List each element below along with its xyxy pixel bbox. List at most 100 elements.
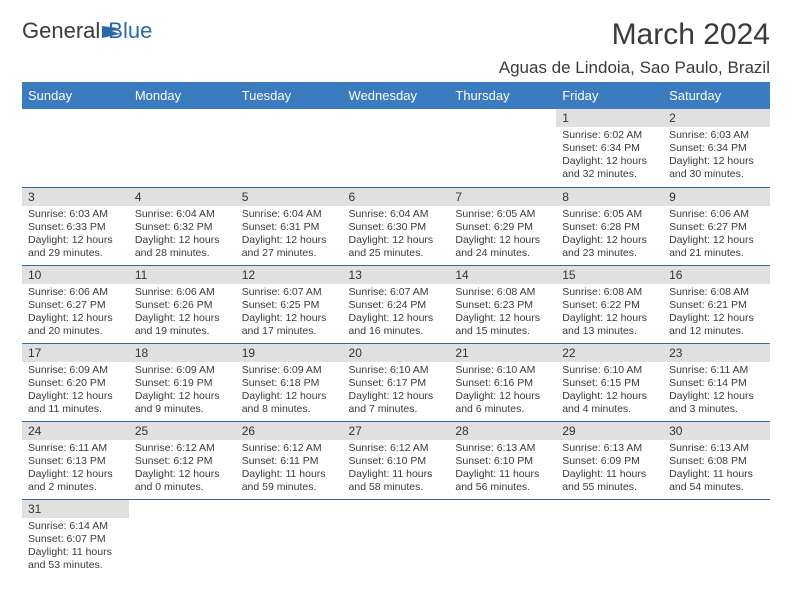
day-number: 17 (22, 344, 129, 362)
calendar-cell: 1Sunrise: 6:02 AMSunset: 6:34 PMDaylight… (556, 109, 663, 187)
day-detail-line: Sunrise: 6:14 AM (28, 520, 123, 533)
day-detail-line: Sunrise: 6:05 AM (455, 208, 550, 221)
calendar-cell: 4Sunrise: 6:04 AMSunset: 6:32 PMDaylight… (129, 187, 236, 265)
page-header: General Blue March 2024 Aguas de Lindoia… (0, 0, 792, 82)
day-number: 7 (449, 188, 556, 206)
calendar-cell (556, 499, 663, 577)
day-detail-line: Sunrise: 6:11 AM (669, 364, 764, 377)
day-detail-line: and 0 minutes. (135, 481, 230, 494)
day-number: 19 (236, 344, 343, 362)
day-detail-line: Daylight: 12 hours (135, 390, 230, 403)
day-detail-line: Sunrise: 6:08 AM (455, 286, 550, 299)
day-details: Sunrise: 6:11 AMSunset: 6:14 PMDaylight:… (663, 362, 770, 420)
day-details: Sunrise: 6:06 AMSunset: 6:27 PMDaylight:… (663, 206, 770, 264)
logo: General Blue (22, 18, 152, 44)
day-detail-line: Sunrise: 6:12 AM (242, 442, 337, 455)
day-detail-line: Daylight: 12 hours (135, 312, 230, 325)
day-detail-line: and 9 minutes. (135, 403, 230, 416)
day-detail-line: Daylight: 12 hours (562, 234, 657, 247)
day-detail-line: Daylight: 12 hours (349, 312, 444, 325)
calendar-cell: 23Sunrise: 6:11 AMSunset: 6:14 PMDayligh… (663, 343, 770, 421)
day-details: Sunrise: 6:05 AMSunset: 6:29 PMDaylight:… (449, 206, 556, 264)
day-detail-line: Sunrise: 6:10 AM (455, 364, 550, 377)
calendar-row: 24Sunrise: 6:11 AMSunset: 6:13 PMDayligh… (22, 421, 770, 499)
day-detail-line: Sunset: 6:07 PM (28, 533, 123, 546)
calendar-table: Sunday Monday Tuesday Wednesday Thursday… (22, 82, 770, 577)
calendar-cell: 18Sunrise: 6:09 AMSunset: 6:19 PMDayligh… (129, 343, 236, 421)
day-details: Sunrise: 6:07 AMSunset: 6:24 PMDaylight:… (343, 284, 450, 342)
day-detail-line: Sunrise: 6:12 AM (349, 442, 444, 455)
calendar-cell: 24Sunrise: 6:11 AMSunset: 6:13 PMDayligh… (22, 421, 129, 499)
day-number: 30 (663, 422, 770, 440)
day-detail-line: and 23 minutes. (562, 247, 657, 260)
day-detail-line: Daylight: 12 hours (28, 312, 123, 325)
day-details: Sunrise: 6:03 AMSunset: 6:34 PMDaylight:… (663, 127, 770, 185)
calendar-cell: 14Sunrise: 6:08 AMSunset: 6:23 PMDayligh… (449, 265, 556, 343)
weekday-header: Friday (556, 82, 663, 109)
title-block: March 2024 Aguas de Lindoia, Sao Paulo, … (499, 18, 770, 78)
day-number: 25 (129, 422, 236, 440)
day-detail-line: and 12 minutes. (669, 325, 764, 338)
day-detail-line: and 53 minutes. (28, 559, 123, 572)
day-number: 3 (22, 188, 129, 206)
day-detail-line: Sunset: 6:34 PM (562, 142, 657, 155)
day-number: 8 (556, 188, 663, 206)
day-number: 27 (343, 422, 450, 440)
day-detail-line: Sunset: 6:12 PM (135, 455, 230, 468)
day-detail-line: Daylight: 11 hours (242, 468, 337, 481)
calendar-cell: 17Sunrise: 6:09 AMSunset: 6:20 PMDayligh… (22, 343, 129, 421)
day-details: Sunrise: 6:13 AMSunset: 6:10 PMDaylight:… (449, 440, 556, 498)
day-detail-line: Daylight: 11 hours (562, 468, 657, 481)
day-number: 10 (22, 266, 129, 284)
day-detail-line: and 16 minutes. (349, 325, 444, 338)
logo-text-general: General (22, 18, 100, 44)
day-detail-line: Sunrise: 6:12 AM (135, 442, 230, 455)
day-detail-line: and 3 minutes. (669, 403, 764, 416)
calendar-cell (236, 499, 343, 577)
day-detail-line: Sunset: 6:15 PM (562, 377, 657, 390)
day-detail-line: Daylight: 12 hours (349, 390, 444, 403)
calendar-cell: 13Sunrise: 6:07 AMSunset: 6:24 PMDayligh… (343, 265, 450, 343)
day-number: 2 (663, 109, 770, 127)
day-number: 29 (556, 422, 663, 440)
calendar-cell: 31Sunrise: 6:14 AMSunset: 6:07 PMDayligh… (22, 499, 129, 577)
day-detail-line: Daylight: 12 hours (28, 468, 123, 481)
day-detail-line: Sunset: 6:26 PM (135, 299, 230, 312)
day-detail-line: Daylight: 12 hours (562, 155, 657, 168)
day-detail-line: Daylight: 12 hours (562, 390, 657, 403)
calendar-cell: 7Sunrise: 6:05 AMSunset: 6:29 PMDaylight… (449, 187, 556, 265)
day-detail-line: Sunset: 6:33 PM (28, 221, 123, 234)
day-detail-line: Sunset: 6:25 PM (242, 299, 337, 312)
day-detail-line: Sunrise: 6:13 AM (455, 442, 550, 455)
day-details: Sunrise: 6:09 AMSunset: 6:19 PMDaylight:… (129, 362, 236, 420)
day-detail-line: Sunset: 6:24 PM (349, 299, 444, 312)
day-detail-line: Daylight: 12 hours (135, 234, 230, 247)
day-details: Sunrise: 6:12 AMSunset: 6:11 PMDaylight:… (236, 440, 343, 498)
day-number: 15 (556, 266, 663, 284)
day-detail-line: and 28 minutes. (135, 247, 230, 260)
calendar-cell: 15Sunrise: 6:08 AMSunset: 6:22 PMDayligh… (556, 265, 663, 343)
day-details: Sunrise: 6:04 AMSunset: 6:31 PMDaylight:… (236, 206, 343, 264)
calendar-cell (129, 109, 236, 187)
weekday-header: Sunday (22, 82, 129, 109)
day-details: Sunrise: 6:04 AMSunset: 6:32 PMDaylight:… (129, 206, 236, 264)
calendar-cell: 16Sunrise: 6:08 AMSunset: 6:21 PMDayligh… (663, 265, 770, 343)
day-number: 24 (22, 422, 129, 440)
day-detail-line: Sunset: 6:27 PM (669, 221, 764, 234)
weekday-header: Wednesday (343, 82, 450, 109)
day-detail-line: Sunrise: 6:06 AM (28, 286, 123, 299)
calendar-cell (343, 499, 450, 577)
day-details: Sunrise: 6:08 AMSunset: 6:22 PMDaylight:… (556, 284, 663, 342)
day-number: 28 (449, 422, 556, 440)
day-detail-line: Sunset: 6:29 PM (455, 221, 550, 234)
day-detail-line: Daylight: 11 hours (669, 468, 764, 481)
day-detail-line: Daylight: 12 hours (242, 234, 337, 247)
day-number: 4 (129, 188, 236, 206)
calendar-cell: 21Sunrise: 6:10 AMSunset: 6:16 PMDayligh… (449, 343, 556, 421)
weekday-header-row: Sunday Monday Tuesday Wednesday Thursday… (22, 82, 770, 109)
calendar-cell: 22Sunrise: 6:10 AMSunset: 6:15 PMDayligh… (556, 343, 663, 421)
day-number: 31 (22, 500, 129, 518)
day-detail-line: Daylight: 12 hours (28, 390, 123, 403)
day-details: Sunrise: 6:06 AMSunset: 6:27 PMDaylight:… (22, 284, 129, 342)
calendar-cell: 29Sunrise: 6:13 AMSunset: 6:09 PMDayligh… (556, 421, 663, 499)
